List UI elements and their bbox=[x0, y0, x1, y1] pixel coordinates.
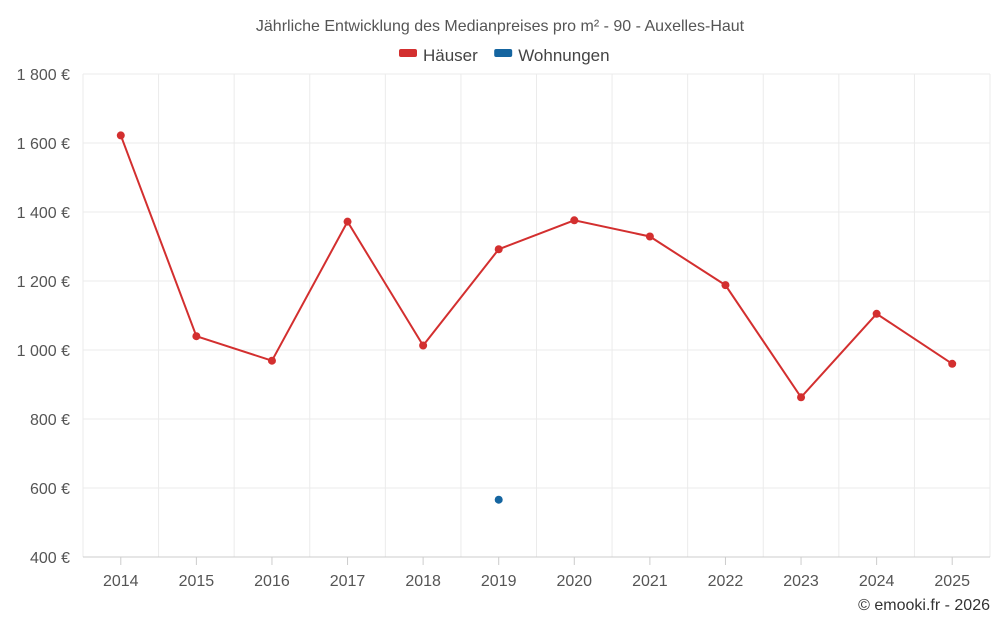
data-point[interactable] bbox=[494, 495, 503, 504]
legend-swatch bbox=[494, 49, 513, 57]
series-layer bbox=[116, 131, 957, 504]
data-point[interactable] bbox=[721, 281, 730, 290]
legend-label: Wohnungen bbox=[518, 46, 609, 65]
y-axis: 400 € 600 € 800 € 1 000 € 1 200 € 1 400 € 1 60… bbox=[17, 67, 70, 567]
y-tick-label: 1 000 € bbox=[17, 343, 70, 360]
data-point[interactable] bbox=[645, 232, 654, 241]
legend-label: Häuser bbox=[423, 46, 478, 65]
y-tick-label: 600 € bbox=[30, 481, 70, 498]
x-tick-label: 2023 bbox=[783, 573, 819, 590]
legend-item-wohnungen[interactable]: Wohnungen bbox=[494, 46, 610, 65]
x-tick-label: 2022 bbox=[708, 573, 744, 590]
y-tick-label: 1 400 € bbox=[17, 205, 70, 222]
legend: Häuser Wohnungen bbox=[399, 46, 610, 65]
data-point[interactable] bbox=[343, 217, 352, 226]
x-axis: 2014 2015 2016 2017 2018 2019 2020 2021 2022 2023… bbox=[83, 556, 990, 590]
data-point[interactable] bbox=[267, 356, 276, 365]
data-point[interactable] bbox=[494, 245, 503, 254]
credit-text: © emooki.fr - 2026 bbox=[858, 597, 990, 614]
x-tick-label: 2014 bbox=[103, 573, 139, 590]
x-tick-label: 2015 bbox=[179, 573, 215, 590]
x-tick-label: 2016 bbox=[254, 573, 290, 590]
data-point[interactable] bbox=[116, 131, 125, 140]
x-tick-label: 2024 bbox=[859, 573, 895, 590]
y-tick-label: 800 € bbox=[30, 412, 70, 429]
y-tick-label: 1 200 € bbox=[17, 274, 70, 291]
y-tick-label: 1 800 € bbox=[17, 67, 70, 84]
data-point[interactable] bbox=[570, 216, 579, 225]
grid bbox=[82, 73, 991, 558]
x-tick-label: 2021 bbox=[632, 573, 668, 590]
x-tick-label: 2017 bbox=[330, 573, 366, 590]
data-point[interactable] bbox=[797, 393, 806, 402]
y-tick-label: 1 600 € bbox=[17, 136, 70, 153]
data-point[interactable] bbox=[872, 309, 881, 318]
legend-item-häuser[interactable]: Häuser bbox=[399, 46, 478, 65]
series-line-häuser bbox=[119, 135, 953, 399]
chart-title: Jährliche Entwicklung des Medianpreises … bbox=[256, 18, 745, 35]
data-point[interactable] bbox=[419, 341, 428, 350]
x-tick-label: 2025 bbox=[934, 573, 970, 590]
data-point[interactable] bbox=[948, 359, 957, 368]
y-tick-label: 400 € bbox=[30, 550, 70, 567]
legend-swatch bbox=[399, 49, 417, 57]
x-tick-label: 2020 bbox=[556, 573, 592, 590]
x-tick-label: 2019 bbox=[481, 573, 517, 590]
data-point[interactable] bbox=[192, 332, 201, 341]
x-tick-label: 2018 bbox=[405, 573, 441, 590]
